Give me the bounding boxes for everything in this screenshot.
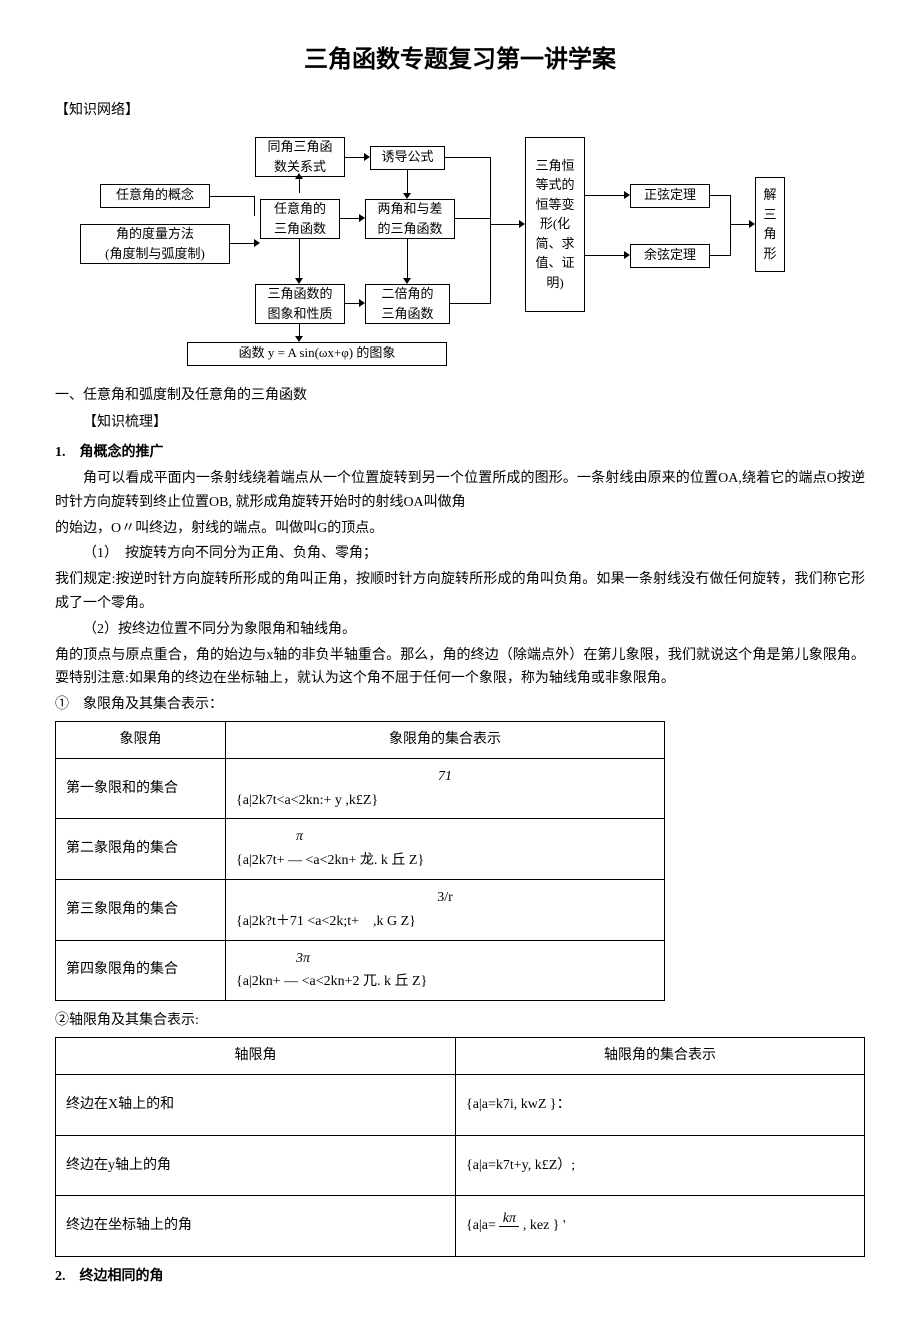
- item1-p1: 角可以看成平面内一条射线绕着端点从一个位置旋转到另一个位置所成的图形。一条射线由…: [55, 467, 865, 515]
- t1-r4-c1: 第四象限角的集合: [56, 940, 226, 1001]
- box-triangle: 解 三 角 形: [755, 177, 785, 272]
- quadrant-table: 象限角 象限角的集合表示 第一象限和的集合 71 {a|2k7t<a<2kn:+…: [55, 721, 665, 1001]
- item2-title: 2. 终边相同的角: [55, 1265, 865, 1289]
- box-sum-diff: 两角和与差 的三角函数: [365, 199, 455, 239]
- box-trig-graph: 三角函数的 图象和性质: [255, 284, 345, 324]
- t1-h1: 象限角: [56, 721, 226, 758]
- item1-sub1: （1） 按旋转方向不同分为正角、负角、零角；: [55, 542, 865, 566]
- box-cosine-law: 余弦定理: [630, 244, 710, 268]
- t1-r2-c2: π {a|2k7t+ — <a<2kn+ 龙. k 丘 Z}: [226, 819, 665, 880]
- item1-sub1-p: 我们规定:按逆时针方向旋转所形成的角叫正角，按顺时针方向旋转所形成的角叫负角。如…: [55, 568, 865, 616]
- t2-r1-c1: 终边在X轴上的和: [56, 1074, 456, 1135]
- t2-r2-c2: {a|a=k7t+y, k£Z）;: [456, 1135, 865, 1196]
- knowledge-network-label: 【知识网络】: [55, 99, 865, 123]
- item1-title: 1. 角概念的推广: [55, 441, 865, 465]
- axis-table: 轴限角 轴限角的集合表示 终边在X轴上的和 {a|a=k7i, kwZ }： 终…: [55, 1037, 865, 1257]
- t1-r1-c1: 第一象限和的集合: [56, 758, 226, 819]
- section1-heading: 一、任意角和弧度制及任意角的三角函数: [55, 384, 865, 408]
- page-title: 三角函数专题复习第一讲学案: [55, 40, 865, 81]
- concept-diagram: 任意角的概念 角的度量方法 (角度制与弧度制) 同角三角函 数关系式 任意角的 …: [80, 129, 840, 369]
- box-same-angle-trig: 同角三角函 数关系式: [255, 137, 345, 177]
- t2-h2: 轴限角的集合表示: [456, 1037, 865, 1074]
- box-induction: 诱导公式: [370, 146, 445, 170]
- t1-r3-c2: 3/r {a|2k?t＋71 <a<2k;t+ ,k G Z}: [226, 879, 665, 940]
- item1-p2: 的始边，O〃叫终边，射线的端点。叫做叫G的顶点。: [55, 517, 865, 541]
- t2-r3-c2: {a|a= kπ , kez } ': [456, 1196, 865, 1257]
- box-any-angle-concept: 任意角的概念: [100, 184, 210, 208]
- t1-r2-c1: 第二彖限角的集合: [56, 819, 226, 880]
- t2-r1-c2: {a|a=k7i, kwZ }：: [456, 1074, 865, 1135]
- box-angle-measure: 角的度量方法 (角度制与弧度制): [80, 224, 230, 264]
- box-identity: 三角恒 等式的 恒等变 形(化 简、求 值、证 明): [525, 137, 585, 312]
- item1-sub2: （2）按终边位置不同分为象限角和轴线角。: [55, 618, 865, 642]
- t2-r2-c1: 终边在y轴上的角: [56, 1135, 456, 1196]
- box-function-graph: 函数 y = A sin(ωx+φ) 的图象: [187, 342, 447, 366]
- knowledge-comb-label: 【知识梳理】: [55, 411, 865, 435]
- box-any-angle-trig: 任意角的 三角函数: [260, 199, 340, 239]
- box-sine-law: 正弦定理: [630, 184, 710, 208]
- item1-sub2-p: 角的顶点与原点重合，角的始边与x轴的非负半轴重合。那么，角的终边（除端点外）在第…: [55, 644, 865, 692]
- t2-r3-c1: 终边在坐标轴上的角: [56, 1196, 456, 1257]
- t2-h1: 轴限角: [56, 1037, 456, 1074]
- box-double: 二倍角的 三角函数: [365, 284, 450, 324]
- t1-r4-c2: 3π {a|2kn+ — <a<2kn+2 兀. k 丘 Z}: [226, 940, 665, 1001]
- item1-circle1: ① 象限角及其集合表示：: [55, 693, 865, 717]
- t1-r3-c1: 第三象限角的集合: [56, 879, 226, 940]
- t1-h2: 象限角的集合表示: [226, 721, 665, 758]
- item1-circle2: ②轴限角及其集合表示:: [55, 1009, 865, 1033]
- t1-r1-c2: 71 {a|2k7t<a<2kn:+ y ,k£Z}: [226, 758, 665, 819]
